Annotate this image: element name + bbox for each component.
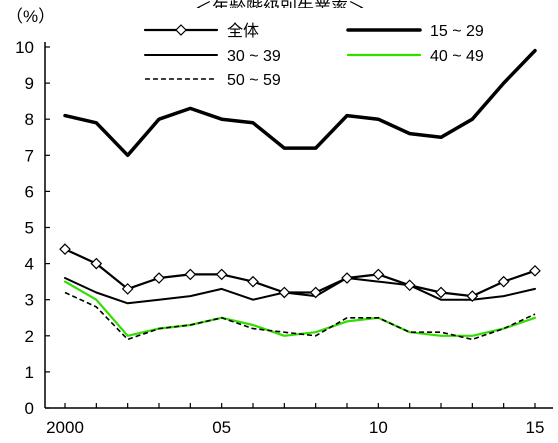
- y-tick-label: 7: [25, 146, 34, 165]
- x-tick-label: 10: [369, 418, 388, 437]
- series-1-point: [215, 268, 228, 281]
- legend-item-2: 15 ~ 29: [346, 23, 484, 40]
- y-tick-label: 1: [25, 363, 34, 382]
- legend-item-1: 全体: [143, 22, 259, 40]
- legend-item-4: 40 ~ 49: [346, 48, 484, 65]
- x-tick-label: 2000: [46, 418, 84, 437]
- legend-item-3: 30 ~ 39: [144, 48, 281, 65]
- series-1-point: [341, 272, 353, 284]
- series-1-line: [63, 248, 537, 298]
- series-4-line: [63, 280, 537, 337]
- y-tick-label: 0: [25, 399, 34, 418]
- series-2: [63, 48, 537, 158]
- legend-label: 40 ~ 49: [430, 48, 484, 65]
- legend: 全体 15 ~ 29 30 ~ 39 40 ~ 49 50 ~ 59: [143, 22, 484, 89]
- series-1: [59, 243, 541, 302]
- y-tick-label: 2: [25, 327, 34, 346]
- series-1-point: [247, 275, 259, 288]
- series-4: [63, 280, 537, 337]
- series-1-point: [153, 272, 165, 284]
- svg-text:＜年齢階級別失業率＞: ＜年齢階級別失業率＞: [195, 0, 365, 19]
- series-5-line: [64, 291, 536, 341]
- series-1-point: [403, 279, 416, 292]
- y-tick-label: 5: [25, 219, 34, 238]
- series-1-point: [372, 268, 385, 281]
- series-1-point: [309, 286, 322, 299]
- series-1-point: [529, 264, 541, 277]
- legend-label: 全体: [227, 22, 259, 40]
- series-1-point: [184, 268, 197, 281]
- x-tick-label: 05: [212, 418, 231, 437]
- y-tick-label: 8: [25, 110, 34, 129]
- series-3: [64, 277, 536, 305]
- series-1-point: [497, 275, 510, 288]
- chart-title: ＜年齢階級別失業率＞: [195, 0, 365, 19]
- legend-marker: [175, 24, 187, 36]
- series-1-point: [278, 286, 291, 299]
- y-axis-unit-label: （%）: [6, 7, 55, 26]
- series-1-point: [466, 290, 479, 302]
- y-tick-label: 3: [25, 291, 34, 310]
- series-1-point: [121, 283, 134, 295]
- legend-label: 15 ~ 29: [430, 23, 484, 40]
- y-axis-ticks: 0 1 2 3 4 5 6 7 8 9 10: [15, 38, 50, 418]
- legend-item-5: 50 ~ 59: [145, 72, 281, 89]
- series-2-line: [63, 48, 537, 158]
- legend-label: 30 ~ 39: [227, 48, 281, 65]
- series-1-point: [90, 257, 103, 270]
- series-layer: [59, 48, 541, 341]
- y-tick-label: 6: [25, 182, 34, 201]
- series-1-point: [435, 286, 447, 299]
- legend-label: 50 ~ 59: [227, 72, 281, 89]
- y-tick-label: 9: [25, 74, 34, 93]
- y-tick-label: 10: [15, 38, 34, 57]
- y-tick-label: 4: [25, 255, 34, 274]
- series-3-line: [64, 277, 536, 305]
- series-1-point: [59, 243, 71, 256]
- series-5: [64, 291, 536, 341]
- x-tick-label: 15: [526, 418, 545, 437]
- x-axis-ticks: 2000 05 10 15: [46, 403, 544, 437]
